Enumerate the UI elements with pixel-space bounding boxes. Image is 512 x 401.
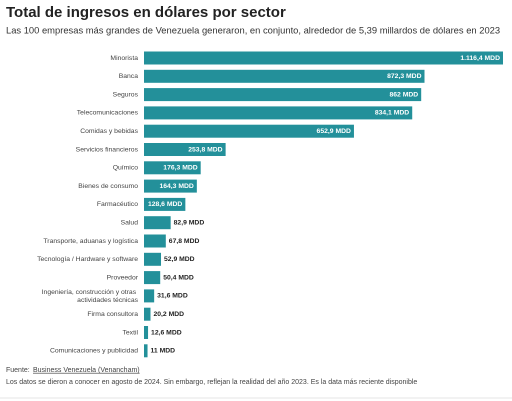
category-label: Servicios financieros [76, 146, 139, 153]
value-label: 31,6 MDD [157, 293, 188, 300]
category-label: Comidas y bebidas [80, 128, 138, 135]
bar [144, 252, 162, 266]
bar [144, 271, 161, 285]
value-label: 50,4 MDD [163, 274, 194, 281]
category-label: Comunicaciones y publicidad [50, 348, 138, 355]
value-label: 834,1 MDD [375, 110, 409, 117]
bar [144, 124, 354, 138]
value-label: 82,9 MDD [174, 219, 205, 226]
bar [144, 88, 422, 102]
category-label: Bienes de consumo [78, 183, 138, 190]
category-label: Telecomunicaciones [77, 110, 139, 117]
value-label: 67,8 MDD [169, 238, 200, 245]
bar [144, 344, 148, 358]
bar [144, 51, 503, 65]
bar [144, 143, 226, 156]
value-label: 1.116,4 MDD [460, 55, 500, 62]
value-label: 253,8 MDD [188, 146, 222, 153]
value-label: 20,2 MDD [153, 311, 184, 318]
category-label: Salud [121, 219, 139, 226]
value-label: 128,6 MDD [148, 201, 182, 208]
category-label: Seguros [113, 91, 139, 98]
category-label: Minorista [110, 55, 138, 62]
value-label: 872,3 MDD [387, 73, 421, 80]
value-label: 862 MDD [389, 91, 418, 98]
source-label: Fuente: [6, 367, 30, 374]
bar [144, 161, 201, 175]
category-label: Banca [119, 73, 138, 80]
category-label: Proveedor [107, 274, 139, 281]
value-label: 12,6 MDD [151, 329, 182, 336]
chart-subtitle: Las 100 empresas más grandes de Venezuel… [6, 24, 500, 35]
category-label: Ingeniería, construcción y otras activid… [42, 289, 139, 304]
category-label: Textil [123, 329, 139, 336]
bar [144, 179, 197, 193]
category-label: Firma consultora [87, 311, 138, 318]
bar [144, 69, 425, 83]
bar [144, 326, 149, 339]
value-label: 652,9 MDD [317, 128, 351, 135]
category-label-line: actividades técnicas [77, 297, 138, 304]
source-link[interactable]: Business Venezuela (Venancham) [33, 367, 140, 374]
bar [144, 234, 166, 248]
note: Los datos se dieron a conocer en agosto … [6, 379, 417, 386]
value-label: 176,3 MDD [163, 165, 197, 172]
category-label: Transporte, aduanas y logística [43, 238, 138, 245]
category-label: Químico [113, 165, 139, 172]
category-label: Tecnología / Hardware y software [37, 256, 138, 263]
category-label: Farmacéutico [97, 201, 138, 208]
bar [144, 289, 155, 303]
chart-title: Total de ingresos en dólares por sector [6, 4, 286, 21]
bar [144, 216, 171, 230]
bar [144, 197, 186, 211]
value-label: 164,3 MDD [159, 183, 193, 190]
category-label-line: Ingeniería, construcción y otras [42, 289, 138, 296]
bar [144, 106, 413, 120]
value-label: 52,9 MDD [164, 256, 195, 263]
value-label: 11 MDD [151, 348, 176, 355]
bar [144, 307, 151, 321]
